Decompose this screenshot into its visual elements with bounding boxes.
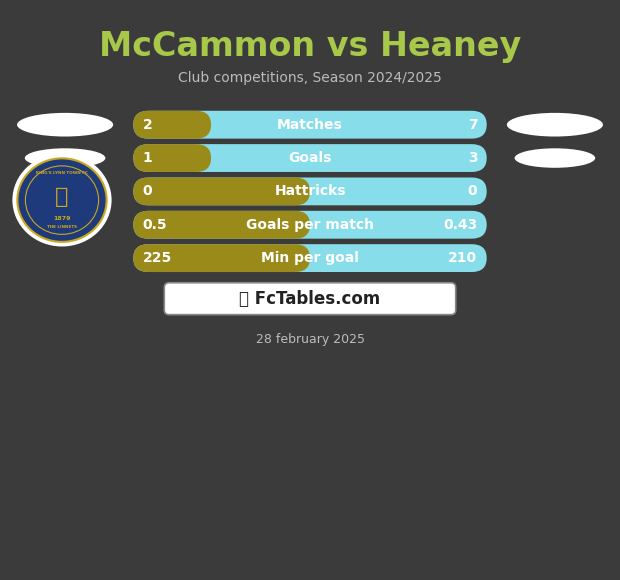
Circle shape <box>12 154 112 246</box>
FancyBboxPatch shape <box>133 177 487 205</box>
Ellipse shape <box>17 113 113 136</box>
Text: KING'S LYNN TOWN FC: KING'S LYNN TOWN FC <box>36 171 88 175</box>
Circle shape <box>17 158 107 242</box>
FancyBboxPatch shape <box>133 244 487 272</box>
FancyBboxPatch shape <box>133 144 487 172</box>
FancyBboxPatch shape <box>133 244 310 272</box>
FancyBboxPatch shape <box>133 211 487 239</box>
Text: McCammon vs Heaney: McCammon vs Heaney <box>99 30 521 63</box>
Text: Min per goal: Min per goal <box>261 251 359 265</box>
Text: Goals per match: Goals per match <box>246 218 374 232</box>
Text: 0: 0 <box>467 184 477 198</box>
Text: 0.5: 0.5 <box>143 218 167 232</box>
Text: Matches: Matches <box>277 118 343 132</box>
Text: THE LINNETS: THE LINNETS <box>47 225 77 229</box>
FancyBboxPatch shape <box>133 211 310 239</box>
Text: 𝄢: 𝄢 <box>55 187 69 207</box>
Text: 0.43: 0.43 <box>443 218 477 232</box>
Text: Club competitions, Season 2024/2025: Club competitions, Season 2024/2025 <box>178 71 442 85</box>
FancyBboxPatch shape <box>133 177 310 205</box>
FancyBboxPatch shape <box>164 283 456 314</box>
Text: 📊 FcTables.com: 📊 FcTables.com <box>239 289 381 308</box>
FancyBboxPatch shape <box>133 144 211 172</box>
Text: Goals: Goals <box>288 151 332 165</box>
Text: 225: 225 <box>143 251 172 265</box>
Text: 7: 7 <box>467 118 477 132</box>
Text: 0: 0 <box>143 184 153 198</box>
Ellipse shape <box>25 148 105 168</box>
FancyBboxPatch shape <box>133 111 487 139</box>
Text: 210: 210 <box>448 251 477 265</box>
Text: 2: 2 <box>143 118 153 132</box>
Text: Hattricks: Hattricks <box>274 184 346 198</box>
Ellipse shape <box>507 113 603 136</box>
Text: 3: 3 <box>467 151 477 165</box>
Text: 28 february 2025: 28 february 2025 <box>255 333 365 346</box>
Text: 1: 1 <box>143 151 153 165</box>
Text: 1879: 1879 <box>53 216 71 222</box>
Ellipse shape <box>515 148 595 168</box>
FancyBboxPatch shape <box>133 111 211 139</box>
